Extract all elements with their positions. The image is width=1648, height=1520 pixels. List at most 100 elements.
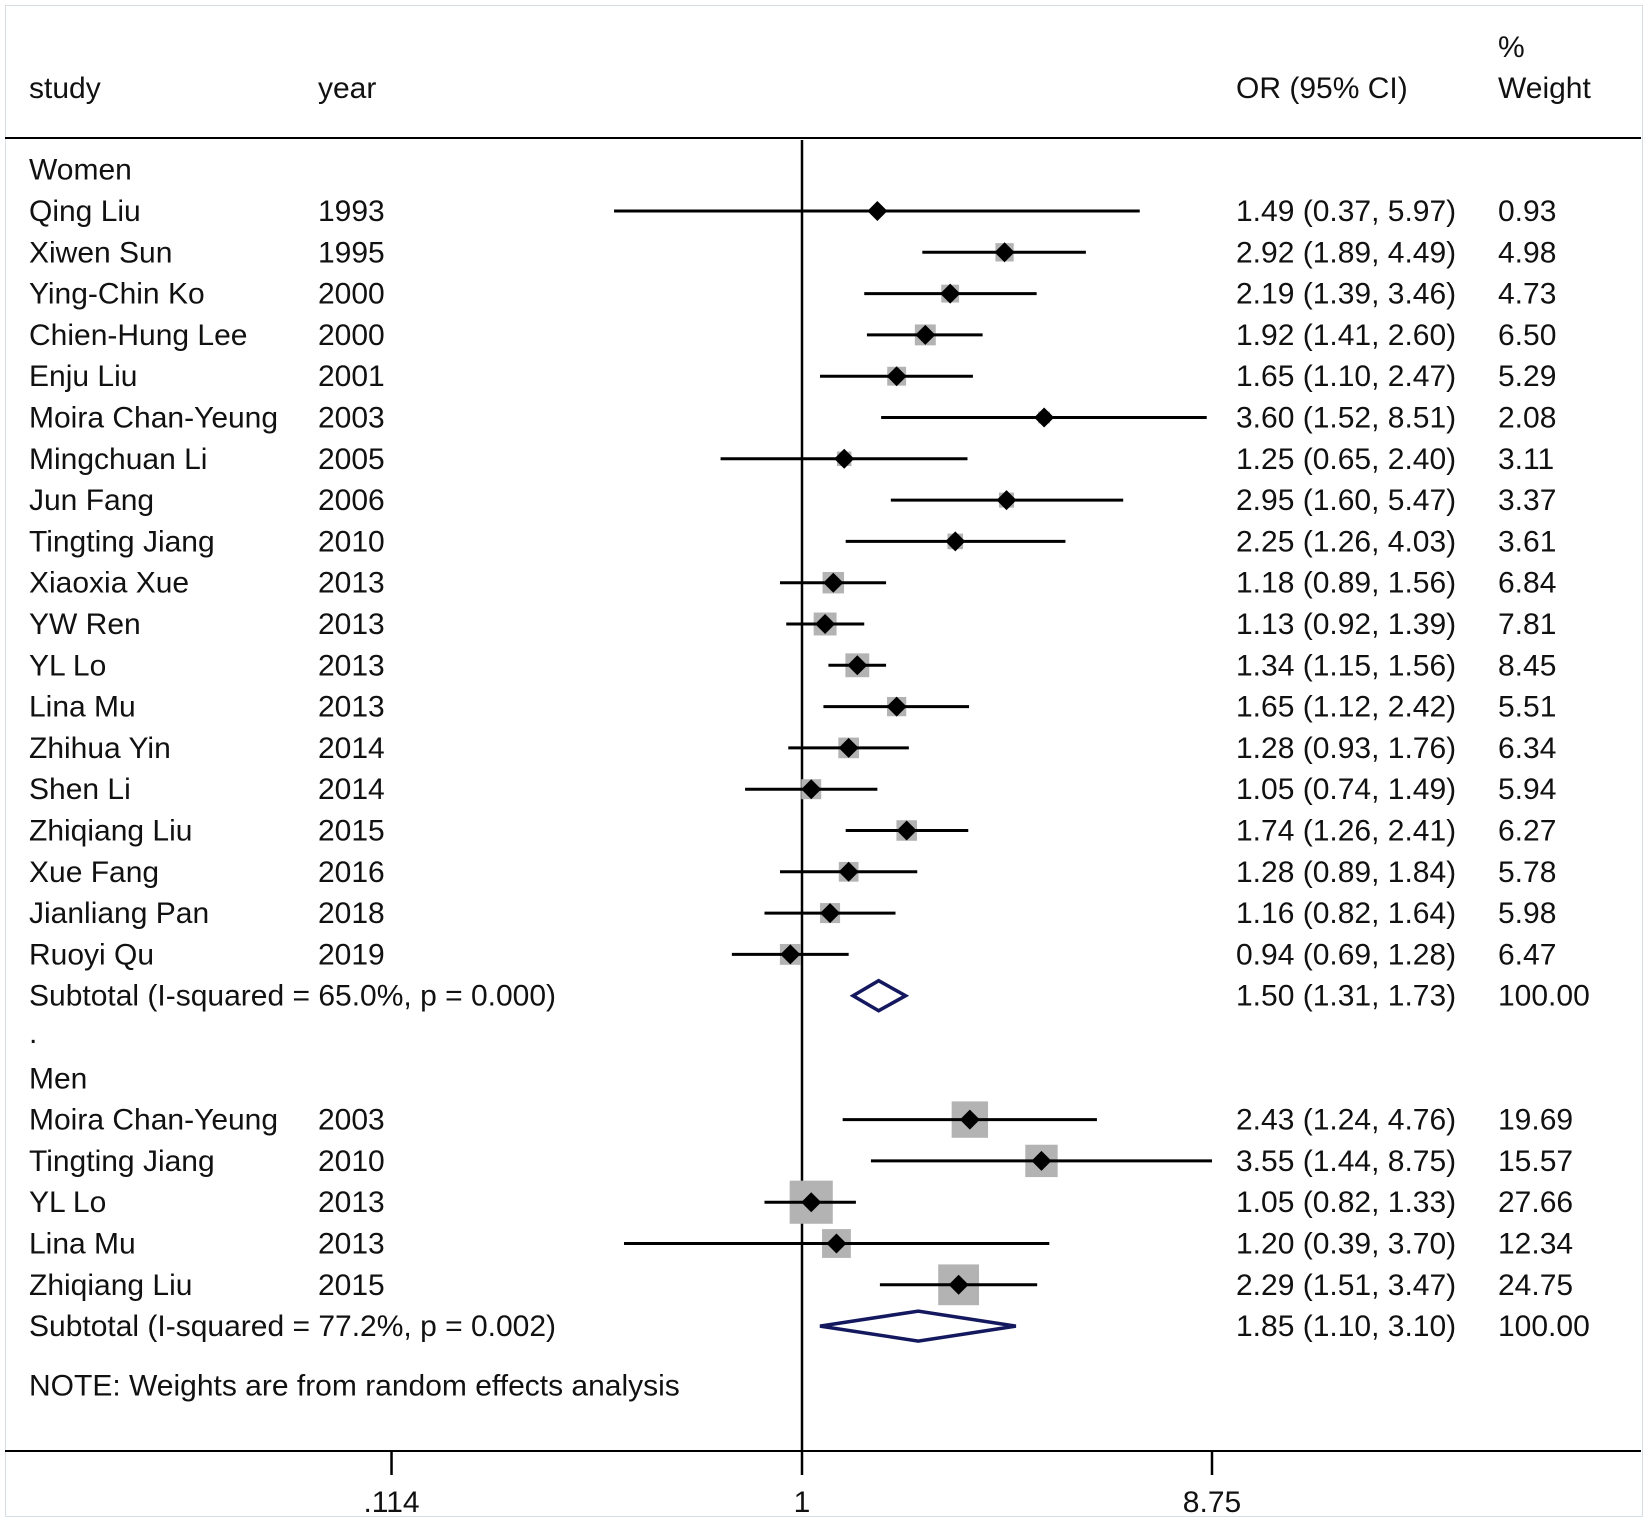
header-study: study — [29, 72, 101, 105]
study-or-ci: 1.28 (0.93, 1.76) — [1236, 732, 1456, 765]
study-weight: 5.51 — [1498, 691, 1556, 724]
study-name: Shen Li — [29, 773, 131, 806]
study-name: Moira Chan-Yeung — [29, 402, 278, 435]
header-weight: Weight — [1498, 72, 1591, 105]
subtotal-or-ci: 1.50 (1.31, 1.73) — [1236, 980, 1456, 1013]
study-or-ci: 2.92 (1.89, 4.49) — [1236, 236, 1456, 269]
study-or-ci: 2.95 (1.60, 5.47) — [1236, 484, 1456, 517]
study-year: 1995 — [318, 236, 385, 269]
study-year: 2015 — [318, 1269, 385, 1302]
study-or-ci: 1.65 (1.10, 2.47) — [1236, 360, 1456, 393]
study-weight: 19.69 — [1498, 1104, 1573, 1137]
study-weight: 3.11 — [1498, 443, 1554, 476]
study-weight: 6.50 — [1498, 319, 1556, 352]
study-or-ci: 2.19 (1.39, 3.46) — [1236, 278, 1456, 311]
study-name: Lina Mu — [29, 691, 136, 724]
study-name: Ruoyi Qu — [29, 938, 154, 971]
study-or-ci: 1.74 (1.26, 2.41) — [1236, 815, 1456, 848]
study-or-ci: 1.18 (0.89, 1.56) — [1236, 567, 1456, 600]
group-separator: . — [29, 1017, 37, 1050]
study-year: 2003 — [318, 402, 385, 435]
study-name: YL Lo — [29, 649, 106, 682]
x-tick-label: 1 — [794, 1486, 811, 1519]
point-estimate — [826, 1233, 847, 1254]
group-label: Men — [29, 1062, 87, 1095]
study-name: Xue Fang — [29, 856, 159, 889]
point-estimate — [996, 490, 1017, 511]
study-or-ci: 1.28 (0.89, 1.84) — [1236, 856, 1456, 889]
study-or-ci: 1.92 (1.41, 2.60) — [1236, 319, 1456, 352]
point-estimate — [948, 1274, 969, 1295]
study-weight: 5.78 — [1498, 856, 1556, 889]
x-tick-label: 8.75 — [1183, 1486, 1241, 1519]
point-estimate — [834, 448, 855, 469]
study-weight: 0.93 — [1498, 195, 1556, 228]
point-estimate — [780, 944, 801, 965]
study-or-ci: 1.05 (0.82, 1.33) — [1236, 1186, 1456, 1219]
study-year: 1993 — [318, 195, 385, 228]
study-or-ci: 2.43 (1.24, 4.76) — [1236, 1104, 1456, 1137]
point-estimate — [896, 820, 917, 841]
study-or-ci: 2.25 (1.26, 4.03) — [1236, 525, 1456, 558]
point-estimate — [820, 903, 841, 924]
study-name: Xiwen Sun — [29, 236, 172, 269]
subtotal-diamond — [849, 978, 910, 1013]
study-name: Zhiqiang Liu — [29, 1269, 192, 1302]
study-or-ci: 1.13 (0.92, 1.39) — [1236, 608, 1456, 641]
study-year: 2016 — [318, 856, 385, 889]
study-name: Jianliang Pan — [29, 897, 209, 930]
study-weight: 6.34 — [1498, 732, 1556, 765]
study-name: Xiaoxia Xue — [29, 567, 189, 600]
study-year: 2013 — [318, 567, 385, 600]
study-or-ci: 2.29 (1.51, 3.47) — [1236, 1269, 1456, 1302]
study-name: Enju Liu — [29, 360, 137, 393]
study-year: 2001 — [318, 360, 385, 393]
study-weight: 5.94 — [1498, 773, 1556, 806]
study-year: 2013 — [318, 1186, 385, 1219]
point-estimate — [886, 696, 907, 717]
study-or-ci: 1.34 (1.15, 1.56) — [1236, 649, 1456, 682]
study-weight: 5.29 — [1498, 360, 1556, 393]
subtotal-weight: 100.00 — [1498, 980, 1590, 1013]
study-year: 2015 — [318, 815, 385, 848]
point-estimate — [815, 614, 836, 634]
study-or-ci: 1.20 (0.39, 3.70) — [1236, 1228, 1456, 1261]
study-year: 2019 — [318, 938, 385, 971]
point-estimate — [801, 1192, 822, 1213]
study-name: Lina Mu — [29, 1228, 136, 1261]
study-year: 2010 — [318, 1145, 385, 1178]
study-name: Tingting Jiang — [29, 1145, 215, 1178]
study-or-ci: 1.05 (0.74, 1.49) — [1236, 773, 1456, 806]
group-label: Women — [29, 154, 132, 187]
study-weight: 8.45 — [1498, 649, 1556, 682]
study-year: 2003 — [318, 1104, 385, 1137]
study-year: 2013 — [318, 608, 385, 641]
study-weight: 4.73 — [1498, 278, 1556, 311]
study-year: 2013 — [318, 649, 385, 682]
study-or-ci: 1.25 (0.65, 2.40) — [1236, 443, 1456, 476]
study-name: Zhihua Yin — [29, 732, 171, 765]
x-tick-label: .114 — [363, 1486, 419, 1519]
study-or-ci: 1.65 (1.12, 2.42) — [1236, 691, 1456, 724]
study-or-ci: 3.55 (1.44, 8.75) — [1236, 1145, 1456, 1178]
study-name: Jun Fang — [29, 484, 154, 517]
header-weight-percent: % — [1498, 31, 1525, 64]
subtotal-label: Subtotal (I-squared = 77.2%, p = 0.002) — [29, 1310, 556, 1343]
point-estimate — [940, 283, 961, 304]
point-estimate — [915, 324, 936, 345]
study-name: Mingchuan Li — [29, 443, 207, 476]
study-weight: 3.37 — [1498, 484, 1556, 517]
header-year: year — [318, 72, 376, 105]
study-year: 2000 — [318, 319, 385, 352]
header-or-ci: OR (95% CI) — [1236, 72, 1408, 105]
point-estimate — [1031, 1150, 1052, 1171]
study-weight: 2.08 — [1498, 402, 1556, 435]
study-year: 2000 — [318, 278, 385, 311]
subtotal-or-ci: 1.85 (1.10, 3.10) — [1236, 1310, 1456, 1343]
point-estimate — [847, 655, 868, 676]
study-or-ci: 0.94 (0.69, 1.28) — [1236, 938, 1456, 971]
point-estimate — [886, 366, 907, 387]
point-estimate — [867, 201, 888, 221]
x-axis-ticks: .114 1 8.75 — [363, 1451, 1241, 1519]
